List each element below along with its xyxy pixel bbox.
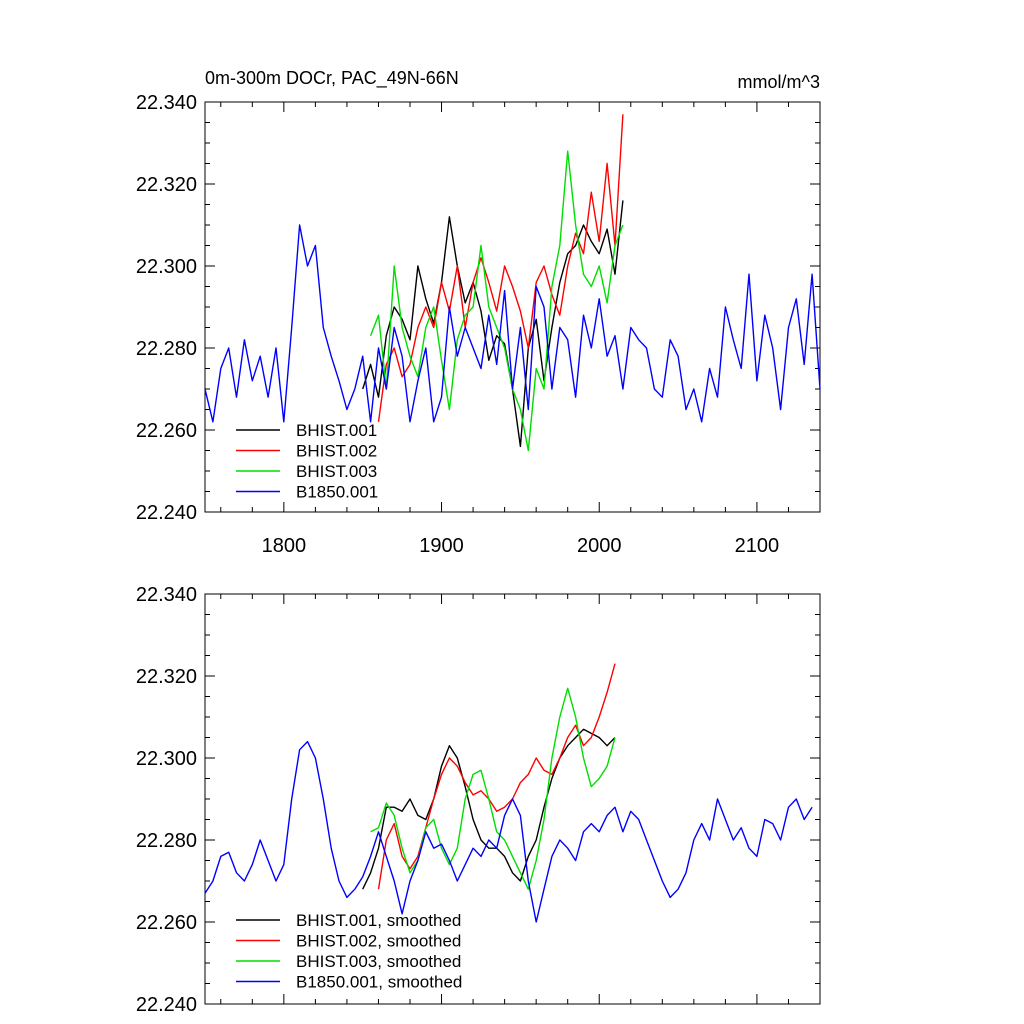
y-tick-label: 22.240 bbox=[136, 502, 197, 524]
legend-label-3: BHIST.003 bbox=[296, 462, 377, 481]
units-label: mmol/m^3 bbox=[738, 72, 820, 92]
x-tick-label: 1800 bbox=[262, 535, 307, 557]
series-line-3 bbox=[370, 687, 616, 890]
series-line-1 bbox=[362, 728, 616, 890]
chart-title: 0m-300m DOCr, PAC_49N-66N bbox=[205, 68, 459, 89]
series-line-1 bbox=[362, 200, 624, 448]
y-tick-label: 22.320 bbox=[136, 174, 197, 196]
y-tick-label: 22.260 bbox=[136, 420, 197, 442]
y-tick-label: 22.320 bbox=[136, 666, 197, 688]
legend-label-4: B1850.001 bbox=[296, 483, 378, 502]
legend-label-1: BHIST.001 bbox=[296, 421, 377, 440]
y-tick-label: 22.280 bbox=[136, 338, 197, 360]
y-tick-label: 22.340 bbox=[136, 584, 197, 606]
y-tick-label: 22.280 bbox=[136, 830, 197, 852]
y-tick-label: 22.300 bbox=[136, 748, 197, 770]
series-line-2 bbox=[377, 114, 624, 422]
series-line-2 bbox=[377, 663, 616, 890]
legend-label-1: BHIST.001, smoothed bbox=[296, 911, 461, 930]
y-tick-label: 22.260 bbox=[136, 912, 197, 934]
series-line-3 bbox=[369, 150, 624, 452]
x-tick-label: 2000 bbox=[577, 535, 622, 557]
legend-label-4: B1850.001, smoothed bbox=[296, 973, 462, 992]
series-line-4 bbox=[204, 740, 813, 923]
y-tick-label: 22.300 bbox=[136, 256, 197, 278]
legend-label-2: BHIST.002, smoothed bbox=[296, 932, 461, 951]
bottom-panel: 22.240 22.260 22.280 22.300 22.320 22.340 BHIS… bbox=[136, 584, 821, 1016]
y-tick-label: 22.240 bbox=[136, 994, 197, 1016]
legend-label-3: BHIST.003, smoothed bbox=[296, 952, 461, 971]
series-line-4 bbox=[204, 224, 821, 423]
top-panel: 0m-300m DOCr, PAC_49N-66N mmol/m^3 22.24… bbox=[136, 68, 821, 557]
legend-label-2: BHIST.002 bbox=[296, 442, 377, 461]
x-tick-label: 2100 bbox=[735, 535, 780, 557]
x-tick-label: 1900 bbox=[419, 535, 464, 557]
y-tick-label: 22.340 bbox=[136, 92, 197, 114]
